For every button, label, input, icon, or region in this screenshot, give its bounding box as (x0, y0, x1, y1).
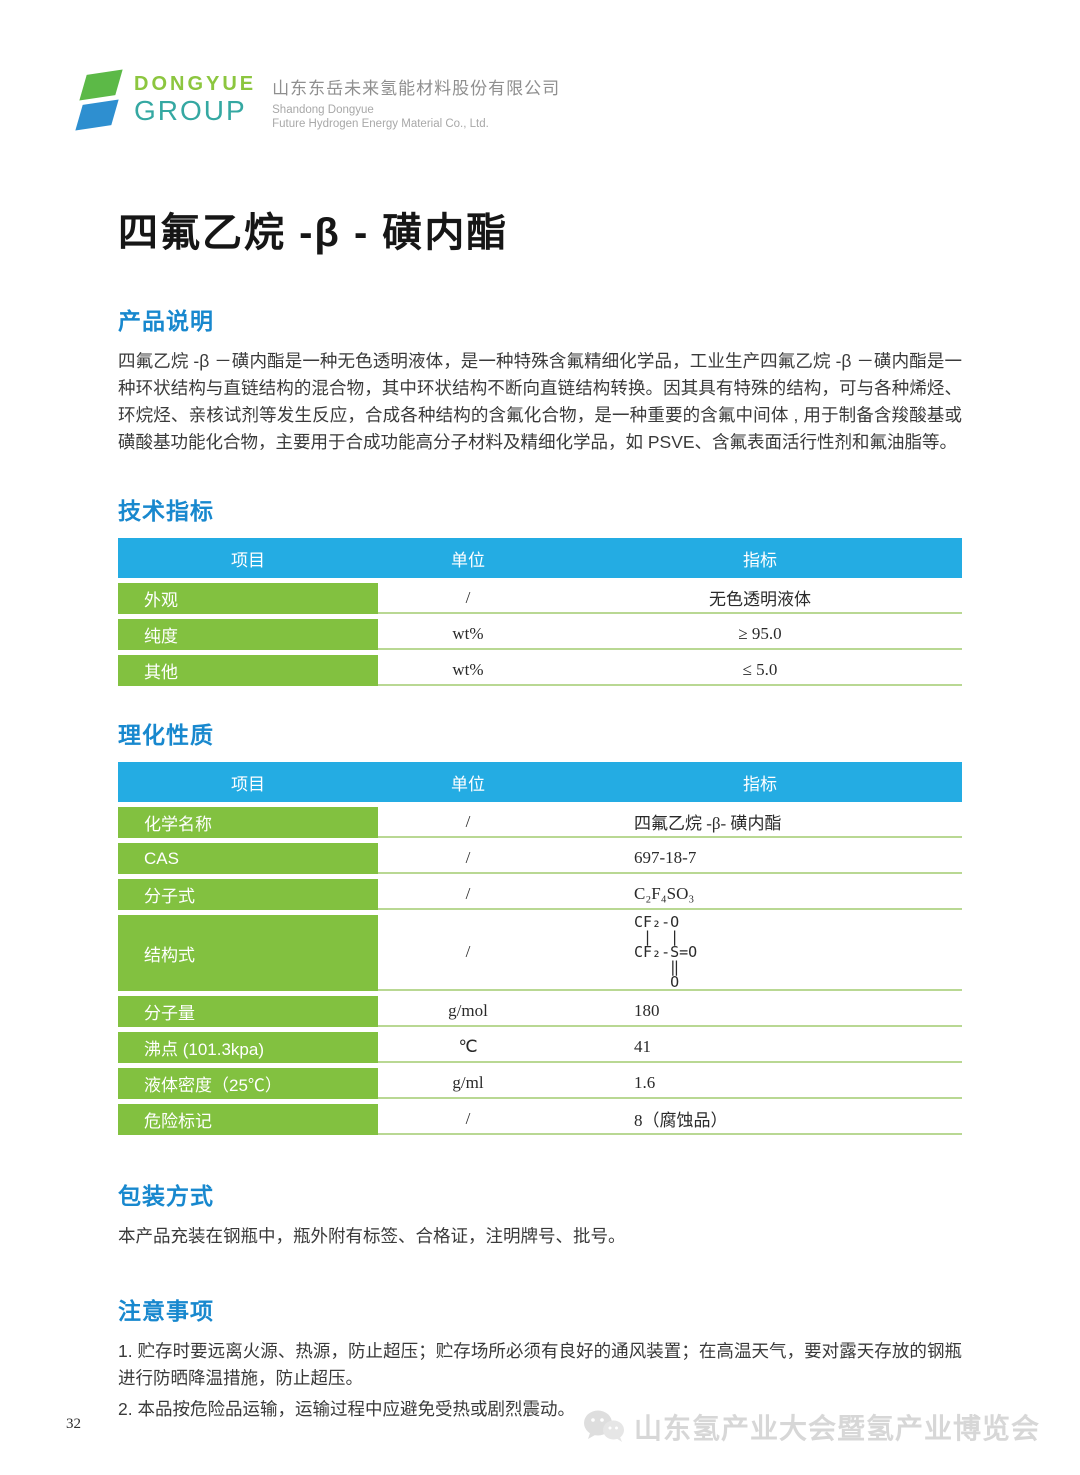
row-unit: / (465, 883, 471, 903)
product-description-text: 四氟乙烷 -β －磺内酯是一种无色透明液体，是一种特殊含氟精细化学品，工业生产四… (118, 351, 962, 452)
table-row: 沸点 (101.3kpa) ℃ 41 (118, 1032, 962, 1063)
row-item-label: 分子式 (118, 879, 378, 910)
page-title: 四氟乙烷 -β - 磺内酯 (118, 211, 509, 255)
row-unit: wt% (452, 659, 484, 679)
company-name-cn: 山东东岳未来氢能材料股份有限公司 (272, 79, 561, 98)
row-item-label: 纯度 (118, 619, 378, 650)
section-technical-specs: 技术指标 项目 单位 指标 外观 / 无色透明液体 纯度 (118, 492, 962, 686)
table-row: 化学名称 / 四氟乙烷 -β- 磺内酯 (118, 807, 962, 838)
row-item-label: 液体密度（25℃） (118, 1068, 378, 1099)
company-name-en-line1: Shandong Dongyue (272, 104, 374, 116)
row-value: 无色透明液体 (709, 590, 811, 609)
row-unit: ℃ (458, 1036, 478, 1056)
row-value: 697-18-7 (634, 847, 697, 867)
logo-text-dongyue: DONGYUE (134, 73, 257, 95)
table-row: 分子式 / C₂F₄SO₃ (118, 879, 962, 910)
table-row: 外观 / 无色透明液体 (118, 583, 962, 614)
row-unit: g/ml (452, 1072, 484, 1092)
table-row: 其他 wt% ≤ 5.0 (118, 655, 962, 686)
row-value: ≤ 5.0 (742, 659, 778, 679)
column-header-spec: 指标 (743, 550, 777, 570)
row-value: 四氟乙烷 -β- 磺内酯 (634, 814, 782, 833)
logo-text-group: GROUP (134, 95, 247, 126)
row-item-label: 危险标记 (118, 1104, 378, 1135)
wechat-icon (583, 1410, 624, 1442)
footer-watermark: 山东氢产业大会暨氢产业博览会 (582, 1407, 1040, 1447)
column-header-spec: 指标 (743, 774, 777, 794)
section-physchem: 理化性质 项目 单位 指标 化学名称 / 四氟乙烷 -β- 磺内酯 CAS (118, 716, 962, 1135)
row-unit: / (465, 811, 471, 831)
row-value: 1.6 (634, 1072, 656, 1092)
column-header-item: 项目 (231, 550, 265, 570)
row-item-label: 外观 (118, 583, 378, 614)
row-item-label: 分子量 (118, 996, 378, 1027)
logo-wordmark: DONGYUE GROUP (134, 68, 256, 125)
dongyue-logo-icon (75, 68, 123, 132)
table-header-row: 项目 单位 指标 (118, 538, 962, 578)
row-unit: / (465, 1108, 471, 1128)
structural-formula: CF₂-O | | CF₂-S=O ‖ O (634, 912, 698, 991)
row-unit: / (465, 942, 471, 961)
row-item-label: 沸点 (101.3kpa) (118, 1032, 378, 1063)
row-value: 180 (634, 1000, 660, 1020)
company-names: 山东东岳未来氢能材料股份有限公司 Shandong Dongyue Future… (272, 68, 560, 131)
row-value: C₂F₄SO₃ (634, 883, 695, 903)
table-row: 液体密度（25℃） g/ml 1.6 (118, 1068, 962, 1099)
column-header-item: 项目 (231, 774, 265, 794)
row-value: 8（腐蚀品） (634, 1111, 728, 1130)
logo-parallelogram-green (79, 69, 123, 101)
row-unit: / (465, 847, 471, 867)
column-header-unit: 单位 (451, 550, 485, 570)
precaution-item-2: 2. 本品按危险品运输，运输过程中应避免受热或剧烈震动。 (118, 1399, 575, 1419)
table-row: 危险标记 / 8（腐蚀品） (118, 1104, 962, 1135)
row-unit: / (465, 587, 471, 607)
section-heading-technical-specs: 技术指标 (118, 498, 214, 524)
section-heading-product-description: 产品说明 (118, 308, 214, 334)
watermark-text: 山东氢产业大会暨氢产业博览会 (633, 1413, 1040, 1444)
packaging-text: 本产品充装在钢瓶中，瓶外附有标签、合格证，注明牌号、批号。 (118, 1226, 626, 1246)
section-heading-packaging: 包装方式 (118, 1183, 214, 1209)
precaution-item-1: 1. 贮存时要远离火源、热源，防止超压；贮存场所必须有良好的通风装置；在高温天气… (118, 1341, 962, 1388)
physchem-table: 项目 单位 指标 化学名称 / 四氟乙烷 -β- 磺内酯 CAS / 697-1… (118, 762, 962, 1135)
row-item-label: 化学名称 (118, 807, 378, 838)
page-number: 32 (66, 1416, 81, 1432)
section-packaging: 包装方式 本产品充装在钢瓶中，瓶外附有标签、合格证，注明牌号、批号。 (118, 1177, 962, 1250)
company-header: DONGYUE GROUP 山东东岳未来氢能材料股份有限公司 Shandong … (75, 68, 1080, 140)
table-row: 纯度 wt% ≥ 95.0 (118, 619, 962, 650)
table-row: 分子量 g/mol 180 (118, 996, 962, 1027)
technical-specs-table: 项目 单位 指标 外观 / 无色透明液体 纯度 wt% ≥ 95.0 (118, 538, 962, 686)
table-header-row: 项目 单位 指标 (118, 762, 962, 802)
company-name-en-line2: Future Hydrogen Energy Material Co., Ltd… (272, 118, 489, 130)
row-item-label: CAS (118, 843, 378, 874)
row-item-label: 其他 (118, 655, 378, 686)
section-product-description: 产品说明 四氟乙烷 -β －磺内酯是一种无色透明液体，是一种特殊含氟精细化学品，… (118, 302, 962, 456)
logo-parallelogram-blue (75, 99, 119, 131)
row-value: ≥ 95.0 (738, 623, 782, 643)
row-item-label: 结构式 (118, 915, 378, 991)
section-heading-physchem: 理化性质 (118, 722, 214, 748)
row-value: 41 (634, 1036, 651, 1056)
section-precautions: 注意事项 1. 贮存时要远离火源、热源，防止超压；贮存场所必须有良好的通风装置；… (118, 1292, 962, 1423)
column-header-unit: 单位 (451, 774, 485, 794)
row-unit: g/mol (448, 1000, 488, 1020)
table-row: CAS / 697-18-7 (118, 843, 962, 874)
row-unit: wt% (452, 623, 484, 643)
section-heading-precautions: 注意事项 (118, 1298, 214, 1324)
table-row-structure: 结构式 / CF₂-O | | CF₂-S=O ‖ O (118, 912, 962, 991)
